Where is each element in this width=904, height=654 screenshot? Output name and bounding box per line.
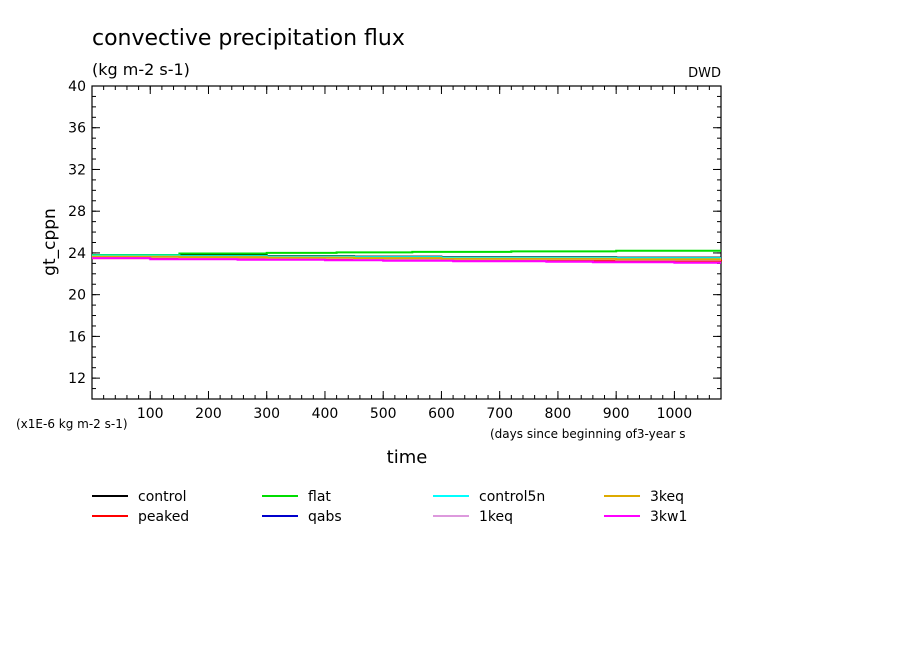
y-axis-label: gt_cppn bbox=[40, 208, 60, 276]
x-tick-label: 900 bbox=[603, 406, 630, 422]
series-lines bbox=[92, 249, 722, 264]
y-tick-label: 28 bbox=[68, 204, 86, 220]
legend-label-control: control bbox=[138, 489, 187, 505]
chart-source: DWD bbox=[688, 66, 721, 81]
plot-frame bbox=[91, 85, 722, 400]
axis-ticks: 12 16 20 24 28 32 36 40 100 200 300 400 500 600 700 800… bbox=[68, 79, 721, 422]
y-tick-label: 32 bbox=[68, 162, 86, 178]
y-tick-label: 36 bbox=[68, 121, 86, 137]
legend-label-flat: flat bbox=[308, 489, 331, 505]
chart-units: (kg m-2 s-1) bbox=[92, 60, 190, 79]
legend-label-3kw1: 3kw1 bbox=[650, 509, 687, 525]
x-axis-note: (days since beginning of3-year s bbox=[490, 427, 686, 441]
legend-label-1keq: 1keq bbox=[479, 509, 513, 525]
y-tick-label: 12 bbox=[68, 371, 86, 387]
x-tick-label: 700 bbox=[486, 406, 513, 422]
series-line-3kw1 bbox=[92, 257, 721, 264]
legend-label-qabs: qabs bbox=[308, 509, 342, 525]
x-tick-label: 400 bbox=[312, 406, 339, 422]
chart-title: convective precipitation flux bbox=[92, 26, 405, 51]
y-scale-note: (x1E-6 kg m-2 s-1) bbox=[16, 417, 128, 431]
x-tick-label: 800 bbox=[545, 406, 572, 422]
series-line-flat bbox=[92, 249, 721, 256]
series-line-3keq bbox=[92, 255, 721, 261]
y-tick-label: 24 bbox=[68, 246, 86, 262]
legend: control flat control5n 3keq peaked qabs 1keq 3k… bbox=[92, 489, 687, 525]
y-tick-label: 20 bbox=[68, 288, 86, 304]
y-tick-label: 40 bbox=[68, 79, 86, 95]
legend-label-control5n: control5n bbox=[479, 489, 545, 505]
x-tick-label: 200 bbox=[195, 406, 222, 422]
x-axis-label: time bbox=[387, 447, 428, 468]
x-tick-label: 600 bbox=[428, 406, 455, 422]
x-tick-label: 500 bbox=[370, 406, 397, 422]
x-tick-label: 100 bbox=[137, 406, 164, 422]
x-tick-label: 1000 bbox=[657, 406, 693, 422]
legend-label-3keq: 3keq bbox=[650, 489, 684, 505]
x-tick-label: 300 bbox=[253, 406, 280, 422]
legend-label-peaked: peaked bbox=[138, 509, 189, 525]
y-tick-label: 16 bbox=[68, 329, 86, 345]
